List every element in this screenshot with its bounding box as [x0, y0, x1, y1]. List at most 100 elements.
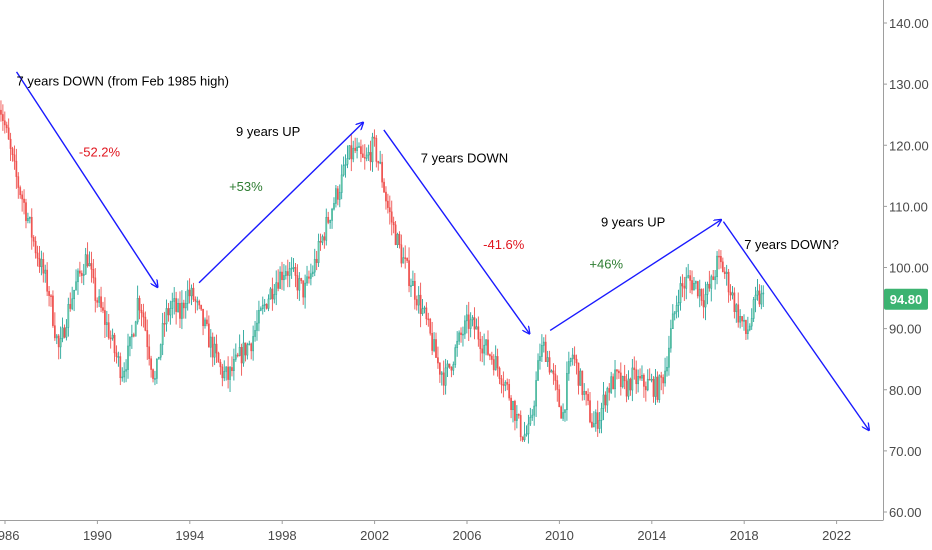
candle-body [446, 363, 449, 369]
candle-body [650, 378, 653, 381]
candle-body [86, 254, 89, 267]
candle-body [198, 300, 201, 306]
candle-body [213, 343, 216, 358]
annotation-label: +46% [589, 257, 623, 272]
price-axis[interactable]: 60.00 70.00 80.00 90.00 100.00 110.00 120.00 13… [883, 16, 929, 520]
trend-arrow [198, 123, 363, 284]
candle-body [427, 318, 430, 321]
candle-body [150, 358, 152, 370]
candle-body [696, 281, 699, 297]
candle-body [319, 241, 322, 243]
candle-body [192, 287, 195, 300]
candle-body [211, 336, 214, 358]
candle-body [716, 255, 718, 278]
y-tick-label: 80.00 [889, 383, 922, 398]
candle-body [496, 356, 499, 369]
candle-body [702, 300, 705, 308]
candle-body [290, 267, 293, 270]
candle-body [379, 161, 382, 164]
candle-body [25, 202, 27, 221]
candle-body [73, 289, 75, 300]
candle-body [531, 414, 534, 418]
candle-body [691, 280, 693, 291]
candle-body [714, 276, 716, 280]
time-axis[interactable]: 1986 1990 1994 1998 2002 2006 2010 2014 2018 2022 [0, 520, 851, 543]
candle-body [186, 289, 189, 304]
candle-body [227, 366, 229, 380]
candle-body [92, 269, 95, 279]
candle-body [263, 303, 266, 306]
candle-body [381, 161, 383, 183]
candle-body [750, 318, 753, 327]
candle-body [311, 271, 314, 275]
annotation-label: 7 years DOWN (from Feb 1985 high) [17, 73, 229, 88]
annotation-label: 9 years UP [236, 124, 300, 139]
candle-body [335, 188, 337, 204]
candle-body [404, 257, 407, 259]
candle-body [500, 378, 503, 385]
candle-body [621, 375, 624, 387]
candle-body [489, 354, 491, 357]
candle-body [142, 312, 145, 318]
candle-body [758, 290, 761, 305]
annotation-label: -41.6% [483, 237, 525, 252]
candle-body [140, 309, 143, 314]
candle-body [762, 292, 765, 295]
candle-body [512, 401, 514, 411]
candle-body [429, 319, 432, 334]
candle-body [277, 282, 280, 289]
candle-body [591, 421, 593, 428]
candle-body [388, 207, 391, 213]
candle-body [390, 211, 393, 223]
candle-body [231, 367, 233, 371]
candle-body [627, 378, 630, 397]
candle-body [306, 276, 308, 284]
candle-body [614, 369, 616, 390]
candle-body [413, 281, 416, 300]
trend-arrow [549, 220, 721, 332]
candle-body [165, 308, 168, 325]
candle-body [693, 282, 695, 291]
candle-body [373, 136, 376, 139]
candle-body [760, 293, 763, 305]
candle-body [28, 216, 31, 219]
candle-body [554, 373, 557, 381]
candle-body [175, 298, 177, 312]
candle-body [275, 282, 278, 295]
candle-body [689, 275, 691, 281]
candle-body [219, 361, 222, 368]
candle-body [236, 354, 239, 357]
candle-body [283, 275, 285, 281]
candle-body [333, 203, 335, 210]
annotation-label: -52.2% [79, 144, 121, 159]
candle-body [265, 303, 268, 309]
candle-body [271, 288, 274, 300]
candle-body [450, 366, 453, 371]
candle-body [704, 294, 707, 308]
candle-body [350, 145, 353, 160]
candle-body [152, 369, 154, 379]
candle-body [377, 161, 380, 164]
candle-body [300, 278, 303, 281]
x-tick-label: 2022 [822, 528, 851, 543]
candle-body [188, 289, 191, 297]
candle-body [42, 259, 45, 274]
candle-body [533, 405, 536, 416]
candle-body [17, 176, 20, 188]
candle-body [325, 216, 328, 241]
candle-body [233, 359, 235, 371]
candle-body [65, 327, 68, 338]
candle-body [479, 338, 482, 350]
candle-body [132, 334, 135, 337]
candle-body [471, 317, 474, 321]
candle-body [7, 127, 10, 140]
candle-body [683, 285, 686, 289]
candle-body [756, 290, 759, 296]
candle-body [660, 375, 663, 378]
x-tick-label: 2018 [730, 528, 759, 543]
candle-body [354, 147, 357, 151]
candle-body [310, 273, 312, 279]
candle-body [369, 152, 372, 163]
candle-body [644, 386, 647, 391]
